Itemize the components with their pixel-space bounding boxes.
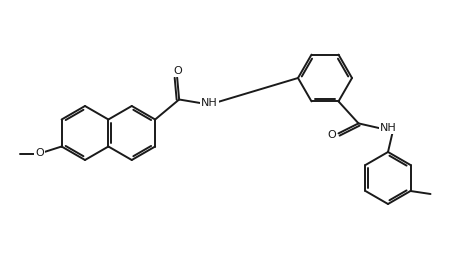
Text: O: O <box>174 65 183 76</box>
Text: O: O <box>35 148 44 158</box>
Text: NH: NH <box>201 98 218 107</box>
Text: O: O <box>327 131 336 140</box>
Text: NH: NH <box>380 123 397 133</box>
